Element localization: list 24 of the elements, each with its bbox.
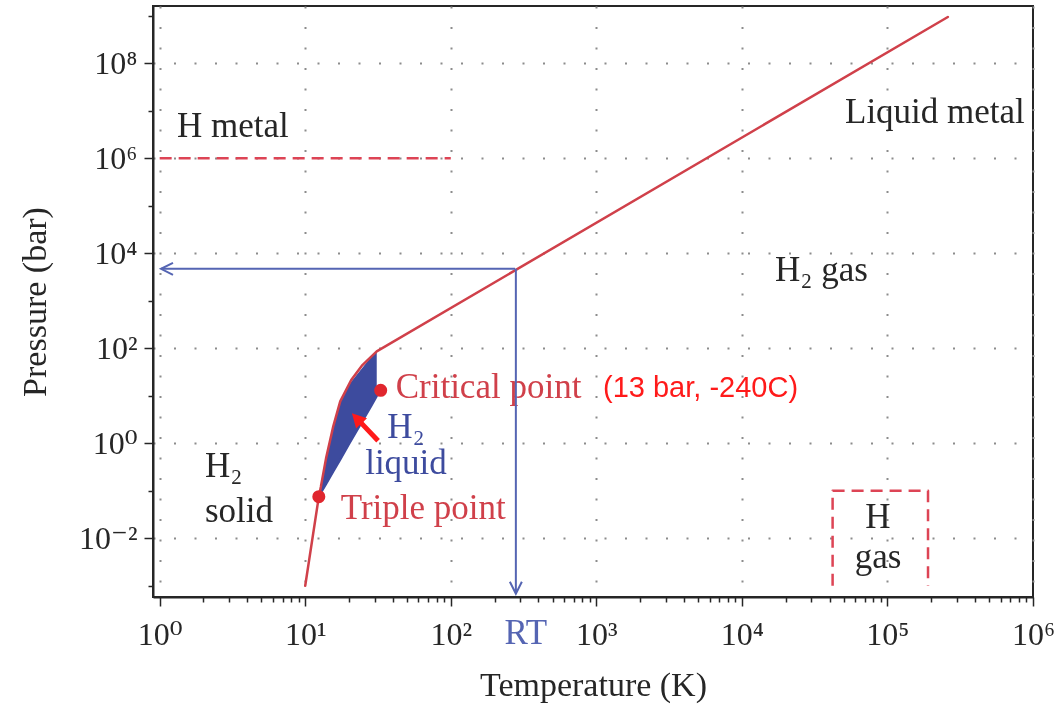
x-tick-label: 10³ [576, 615, 618, 652]
annotation: Triple point [340, 487, 507, 527]
annotation: (13 bar, -240C) [603, 371, 799, 403]
y-tick-label: 10⁰ [92, 424, 138, 461]
annotation: RT [504, 613, 548, 652]
x-tick-label: 10¹ [284, 615, 327, 652]
annotation: H₂ liquid [365, 407, 448, 482]
annotation: H gas [854, 497, 902, 576]
annotation: H₂ gas [775, 250, 868, 289]
x-tick-label: 10⁰ [137, 615, 183, 652]
annotation: H metal [177, 106, 290, 145]
y-tick-label: 10⁶ [94, 139, 138, 176]
y-tick-label: 10⁻² [79, 519, 138, 556]
x-axis-title: Temperature (K) [480, 665, 707, 704]
annotation: H₂ solid [205, 446, 274, 530]
x-tick-label: 10⁴ [720, 615, 764, 652]
annotation: Liquid metal [845, 92, 1026, 131]
x-tick-label: 10⁶ [1011, 615, 1054, 652]
y-tick-label: 10⁴ [94, 234, 138, 271]
y-axis-title: Pressure (bar) [15, 207, 54, 397]
x-tick-label: 10² [430, 615, 473, 652]
y-tick-label: 10² [95, 329, 138, 366]
y-tick-label: 10⁸ [94, 44, 138, 81]
x-tick-label: 10⁵ [866, 615, 910, 652]
